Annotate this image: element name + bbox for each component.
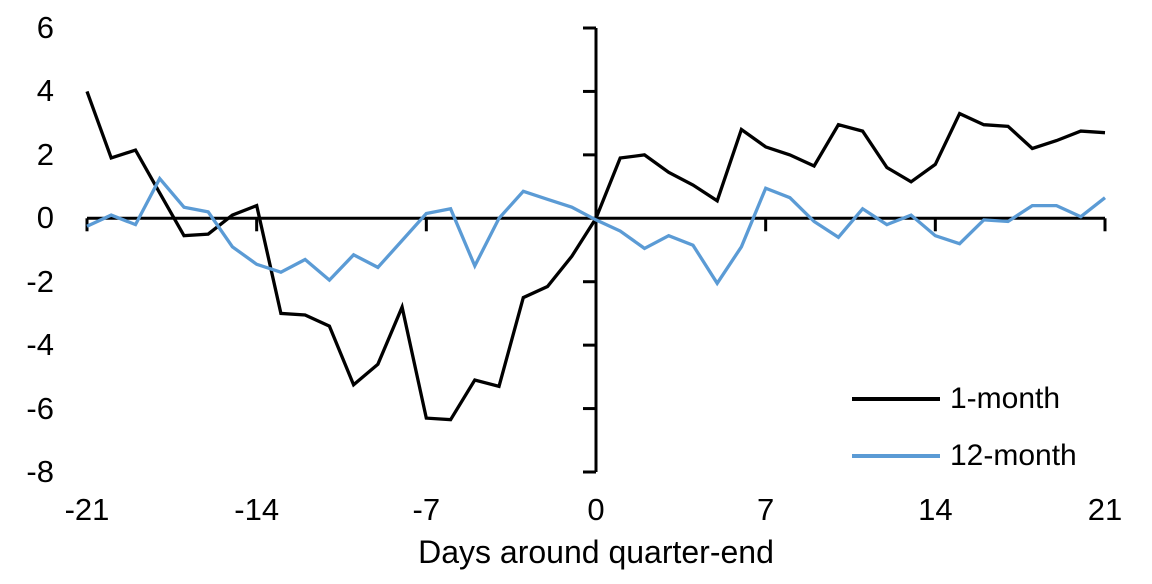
legend-line-sample-blue — [852, 453, 940, 458]
x-tick-label-14: 14 — [918, 492, 953, 527]
legend-item-1-month: 1-month — [852, 370, 1077, 427]
x-axis-title: Days around quarter-end — [418, 534, 774, 570]
series-line-12-month — [86, 175, 1107, 287]
legend: 1-month 12-month — [852, 370, 1077, 484]
x-tick-label--14: -14 — [234, 492, 280, 527]
legend-item-12-month: 12-month — [852, 427, 1077, 484]
legend-label-1-month: 1-month — [950, 381, 1061, 415]
y-tick-label--2: -2 — [26, 263, 54, 299]
x-tick-label-21: 21 — [1087, 492, 1123, 527]
legend-label-12-month: 12-month — [950, 438, 1077, 472]
x-tick-label--7: -7 — [412, 492, 441, 527]
y-tick-label--6: -6 — [26, 390, 54, 426]
x-tick-label--21: -21 — [64, 492, 110, 527]
x-tick-label-0: 0 — [587, 492, 605, 527]
y-tick-label-4: 4 — [36, 73, 54, 109]
legend-line-sample-black — [852, 396, 940, 401]
y-tick-label-6: 6 — [36, 10, 54, 45]
y-tick-label-2: 2 — [36, 136, 54, 172]
y-tick-label-0: 0 — [36, 200, 54, 236]
x-tick-label-7: 7 — [757, 492, 775, 527]
y-tick-label--8: -8 — [26, 454, 54, 489]
y-tick-label--4: -4 — [26, 327, 54, 363]
